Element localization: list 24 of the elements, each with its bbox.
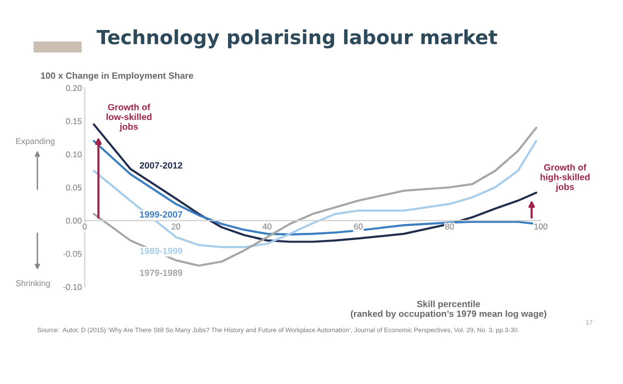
y-tick-label: 0.20: [66, 85, 82, 92]
y-tick-label: -0.10: [63, 284, 82, 290]
y-tick-label: 0.00: [66, 218, 82, 224]
annotation: Growth of low-skilled jobs: [106, 104, 152, 132]
text: Expanding: [16, 138, 54, 146]
x-tick-label: 0: [82, 224, 87, 230]
series-label: 1999-2007: [140, 211, 182, 218]
x-tick-label: 60: [354, 224, 363, 230]
y-tick-label: -0.05: [63, 250, 82, 257]
text: Shrinking: [16, 280, 50, 288]
y-tick-label: 0.05: [66, 184, 82, 190]
series-label: 1989-1999: [140, 248, 182, 254]
x-tick-label: 20: [172, 224, 180, 230]
x-axis-title: Skill percentile (ranked by occupation’s 1979 mean log wage): [350, 300, 546, 319]
y-tick-label: 0.10: [66, 151, 82, 158]
x-tick-label: 80: [445, 224, 454, 230]
y-axis-title: 100 x Change in Employment Share: [41, 72, 194, 81]
x-tick-label: 100: [534, 224, 548, 230]
x-tick-label: 40: [262, 224, 272, 230]
series-label: 1979-1989: [140, 270, 182, 276]
series-label: 2007-2012: [140, 162, 182, 169]
chart-title: Technology polarising labour market: [96, 29, 498, 48]
annotation: Growth of high-skilled jobs: [540, 164, 590, 192]
y-tick-label: 0.15: [66, 118, 82, 124]
